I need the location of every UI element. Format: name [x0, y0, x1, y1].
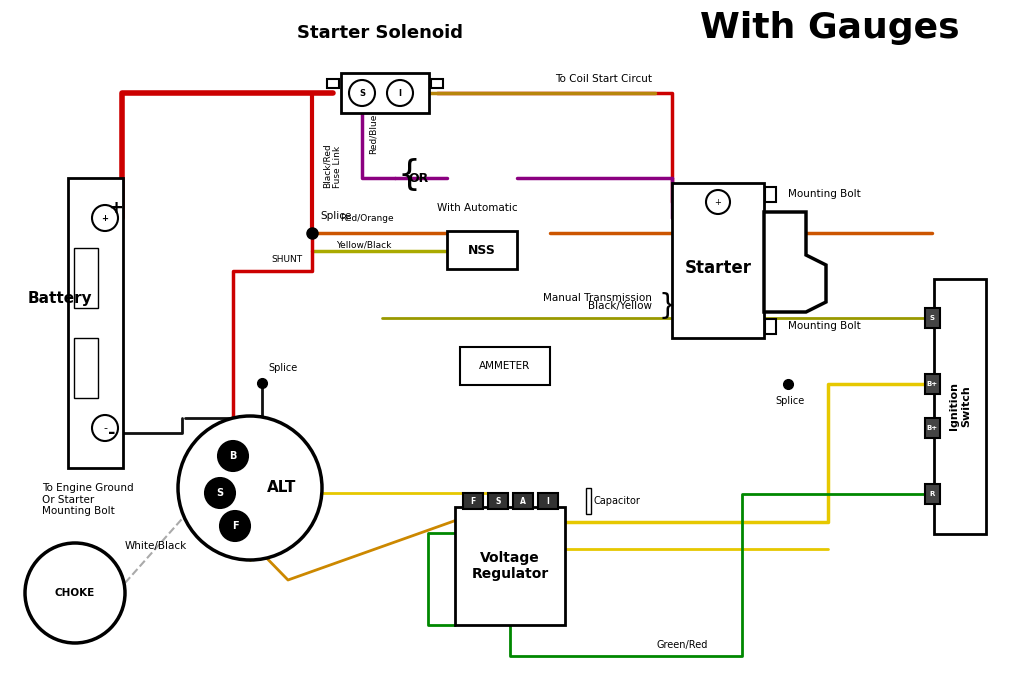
Text: Red/Orange: Red/Orange [340, 214, 394, 223]
Circle shape [220, 511, 250, 541]
Text: -: - [103, 423, 106, 433]
Bar [455, 507, 565, 625]
Bar [463, 493, 483, 509]
Text: NSS: NSS [468, 244, 496, 257]
Text: I: I [398, 89, 401, 98]
Text: White/Black: White/Black [125, 541, 187, 551]
Text: }: } [658, 292, 676, 320]
Text: AMMETER: AMMETER [479, 361, 530, 371]
Bar [538, 493, 558, 509]
Bar [925, 374, 939, 394]
Polygon shape [764, 212, 826, 312]
Bar [765, 186, 775, 202]
Circle shape [92, 415, 118, 441]
Circle shape [205, 478, 234, 508]
Text: S: S [216, 488, 223, 498]
Text: F: F [231, 521, 239, 531]
Text: Splice: Splice [319, 211, 351, 221]
Text: B+: B+ [927, 381, 938, 387]
Bar [447, 231, 517, 269]
Bar [925, 308, 939, 328]
Text: Voltage
Regulator: Voltage Regulator [471, 551, 549, 581]
Bar [327, 78, 339, 87]
Bar [586, 488, 591, 514]
Bar [74, 338, 98, 398]
Text: S: S [359, 89, 365, 98]
Bar [513, 493, 534, 509]
Bar [68, 178, 123, 468]
Bar [460, 347, 550, 385]
Text: Mounting Bolt: Mounting Bolt [788, 189, 861, 199]
Text: R: R [930, 491, 935, 497]
Text: Red/Blue: Red/Blue [369, 114, 378, 154]
Text: With Gauges: With Gauges [700, 11, 959, 45]
Text: To Coil Start Circut: To Coil Start Circut [555, 74, 652, 84]
Circle shape [387, 80, 413, 106]
Circle shape [706, 190, 730, 214]
Text: -: - [108, 424, 116, 442]
Text: Splice: Splice [775, 396, 805, 406]
Text: Capacitor: Capacitor [594, 496, 641, 506]
Text: F: F [470, 497, 475, 506]
Text: Splice: Splice [268, 363, 297, 373]
Text: +: + [715, 197, 722, 206]
Text: Battery: Battery [28, 290, 92, 305]
Text: I: I [547, 497, 550, 506]
Bar [925, 418, 939, 438]
Circle shape [349, 80, 375, 106]
Bar [74, 248, 98, 308]
Text: S: S [930, 315, 935, 321]
Text: S: S [496, 497, 501, 506]
Text: {: { [398, 158, 421, 192]
Text: Black/Yellow: Black/Yellow [588, 301, 652, 311]
Text: ALT: ALT [267, 480, 296, 495]
Bar [925, 484, 939, 504]
Bar [341, 73, 429, 113]
Text: B+: B+ [927, 425, 938, 431]
Text: Mounting Bolt: Mounting Bolt [788, 321, 861, 331]
Text: Starter Solenoid: Starter Solenoid [297, 24, 463, 42]
Text: +: + [101, 213, 109, 222]
Bar [431, 78, 443, 87]
Text: SHUNT: SHUNT [271, 255, 302, 264]
Text: OR: OR [408, 171, 428, 184]
Text: B: B [229, 451, 237, 461]
Text: A: A [520, 497, 526, 506]
Text: To Engine Ground
Or Starter
Mounting Bolt: To Engine Ground Or Starter Mounting Bol… [42, 483, 133, 516]
Text: Green/Red: Green/Red [656, 640, 708, 650]
Circle shape [92, 205, 118, 231]
Text: Manual Transmission: Manual Transmission [543, 293, 652, 303]
Bar [765, 319, 775, 334]
Circle shape [178, 416, 322, 560]
Text: Starter: Starter [684, 259, 752, 277]
Text: Black/Red
Fuse Link: Black/Red Fuse Link [323, 144, 342, 189]
Text: Yellow/Black: Yellow/Black [336, 240, 392, 249]
Text: +: + [108, 199, 123, 217]
Bar [672, 182, 764, 338]
Text: CHOKE: CHOKE [55, 588, 95, 598]
Circle shape [218, 441, 248, 471]
Bar [488, 493, 508, 509]
Bar [934, 279, 986, 533]
Text: Ignition
Switch: Ignition Switch [949, 382, 971, 430]
Circle shape [25, 543, 125, 643]
Text: With Automatic: With Automatic [436, 203, 517, 213]
